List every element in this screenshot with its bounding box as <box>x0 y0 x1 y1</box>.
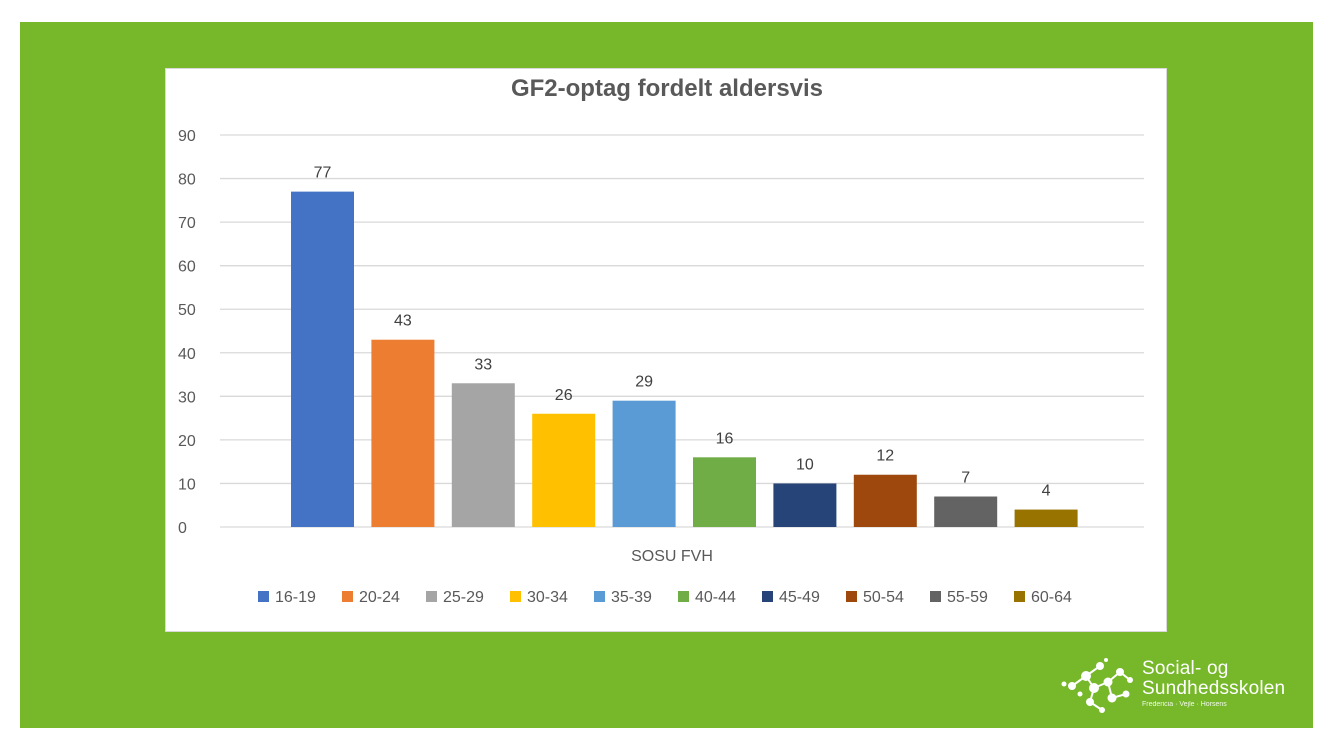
bar-16-19 <box>291 191 354 527</box>
legend-swatch-25-29 <box>426 591 437 602</box>
y-tick-label: 10 <box>178 476 196 493</box>
legend-label-25-29: 25-29 <box>443 589 484 606</box>
slide-background: GF2-optag fordelt aldersvis 0 10 20 30 40 50 6… <box>20 22 1313 728</box>
y-tick-label: 50 <box>178 302 196 319</box>
data-label-20-24: 43 <box>394 313 412 330</box>
legend-swatch-60-64 <box>1014 591 1025 602</box>
bars <box>291 191 1078 527</box>
data-labels: 77 43 33 26 29 16 10 12 7 4 <box>314 165 1051 500</box>
data-label-60-64: 4 <box>1042 483 1051 500</box>
bar-25-29 <box>451 383 515 527</box>
y-tick-label: 0 <box>178 520 187 537</box>
data-label-40-44: 16 <box>716 430 734 447</box>
data-label-30-34: 26 <box>555 387 573 404</box>
legend-swatch-20-24 <box>342 591 353 602</box>
data-label-45-49: 10 <box>796 456 814 473</box>
legend: 16-19 20-24 25-29 30-34 35-39 40-44 45-49 50-54… <box>258 589 1072 606</box>
bar-20-24 <box>371 339 435 527</box>
y-axis-ticks: 0 10 20 30 40 50 60 70 80 90 <box>178 128 196 537</box>
data-label-16-19: 77 <box>314 165 332 182</box>
legend-label-55-59: 55-59 <box>947 589 988 606</box>
y-tick-label: 20 <box>178 433 196 450</box>
legend-swatch-40-44 <box>678 591 689 602</box>
legend-swatch-30-34 <box>510 591 521 602</box>
data-label-50-54: 12 <box>876 448 894 465</box>
legend-swatch-45-49 <box>762 591 773 602</box>
legend-label-45-49: 45-49 <box>779 589 820 606</box>
y-tick-label: 90 <box>178 128 196 145</box>
y-tick-label: 60 <box>178 259 196 276</box>
bar-55-59 <box>934 496 998 527</box>
legend-swatch-16-19 <box>258 591 269 602</box>
y-tick-label: 40 <box>178 346 196 363</box>
data-label-25-29: 33 <box>474 356 492 373</box>
data-label-55-59: 7 <box>961 470 970 487</box>
data-label-35-39: 29 <box>635 374 653 391</box>
legend-label-40-44: 40-44 <box>695 589 736 606</box>
bar-60-64 <box>1014 509 1078 527</box>
logo-name-line2: Sundhedsskolen <box>1142 678 1286 699</box>
legend-swatch-50-54 <box>846 591 857 602</box>
logo-tagline: Fredericia · Vejle · Horsens <box>1142 701 1227 708</box>
bar-50-54 <box>853 474 917 527</box>
legend-label-30-34: 30-34 <box>527 589 568 606</box>
bar-45-49 <box>773 483 837 527</box>
chart-title: GF2-optag fordelt aldersvis <box>511 75 823 102</box>
gridlines <box>220 134 1144 528</box>
category-label: SOSU FVH <box>631 548 713 565</box>
legend-label-20-24: 20-24 <box>359 589 400 606</box>
legend-swatch-55-59 <box>930 591 941 602</box>
y-tick-label: 70 <box>178 215 196 232</box>
school-logo: Social- og Sundhedsskolen Fredericia · V… <box>1060 654 1310 718</box>
legend-label-60-64: 60-64 <box>1031 589 1072 606</box>
chart-area: GF2-optag fordelt aldersvis 0 10 20 30 40 50 6… <box>165 68 1167 632</box>
legend-swatch-35-39 <box>594 591 605 602</box>
y-tick-label: 30 <box>178 389 196 406</box>
y-tick-label: 80 <box>178 172 196 189</box>
legend-label-35-39: 35-39 <box>611 589 652 606</box>
bar-chart: GF2-optag fordelt aldersvis 0 10 20 30 40 50 6… <box>178 75 1144 606</box>
bar-30-34 <box>532 413 596 527</box>
bar-35-39 <box>612 400 676 527</box>
legend-label-16-19: 16-19 <box>275 589 316 606</box>
bar-40-44 <box>693 457 756 527</box>
molecule-dots-logo-icon <box>1061 658 1133 713</box>
legend-label-50-54: 50-54 <box>863 589 904 606</box>
logo-name-line1: Social- og <box>1142 658 1229 679</box>
